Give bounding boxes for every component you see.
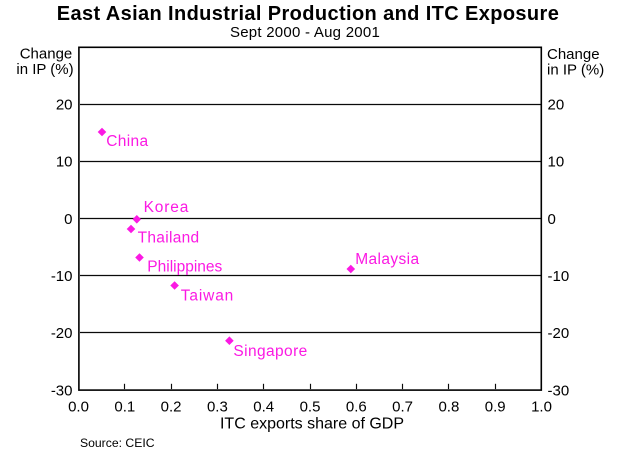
svg-text:0.1: 0.1 xyxy=(114,399,135,416)
svg-text:in IP (%): in IP (%) xyxy=(547,62,604,79)
svg-text:Source: CEIC: Source: CEIC xyxy=(80,436,155,450)
svg-text:0: 0 xyxy=(64,211,72,228)
svg-text:0.7: 0.7 xyxy=(392,399,413,416)
svg-text:Singapore: Singapore xyxy=(233,343,307,360)
svg-text:Korea: Korea xyxy=(144,199,190,216)
svg-text:-30: -30 xyxy=(51,382,73,399)
svg-text:Taiwan: Taiwan xyxy=(181,288,234,305)
svg-text:20: 20 xyxy=(548,97,565,114)
svg-text:0.8: 0.8 xyxy=(438,399,459,416)
svg-text:-10: -10 xyxy=(51,268,73,285)
svg-text:ITC exports share of GDP: ITC exports share of GDP xyxy=(220,416,404,433)
svg-text:1.0: 1.0 xyxy=(531,399,552,416)
svg-text:0.4: 0.4 xyxy=(253,399,274,416)
svg-text:0.2: 0.2 xyxy=(161,399,182,416)
svg-text:0.3: 0.3 xyxy=(207,399,228,416)
svg-text:0.9: 0.9 xyxy=(485,399,506,416)
svg-text:China: China xyxy=(106,133,148,150)
svg-text:-20: -20 xyxy=(51,325,73,342)
svg-text:Malaysia: Malaysia xyxy=(355,251,419,268)
svg-text:Thailand: Thailand xyxy=(138,229,200,246)
svg-text:East Asian Industrial Producti: East Asian Industrial Production and ITC… xyxy=(57,3,559,25)
svg-text:0.5: 0.5 xyxy=(300,399,321,416)
svg-text:in IP (%): in IP (%) xyxy=(16,61,73,78)
svg-text:Change: Change xyxy=(547,46,600,63)
svg-text:-10: -10 xyxy=(548,268,570,285)
svg-text:0.0: 0.0 xyxy=(68,399,89,416)
svg-text:Sept 2000 - Aug 2001: Sept 2000 - Aug 2001 xyxy=(230,24,380,41)
svg-text:20: 20 xyxy=(56,97,73,114)
svg-text:-30: -30 xyxy=(548,382,570,399)
svg-text:Philippines: Philippines xyxy=(147,259,222,276)
svg-text:Change: Change xyxy=(20,46,73,63)
svg-text:10: 10 xyxy=(56,154,73,171)
svg-text:10: 10 xyxy=(548,154,565,171)
svg-text:0: 0 xyxy=(548,211,556,228)
svg-text:0.6: 0.6 xyxy=(346,399,367,416)
svg-text:-20: -20 xyxy=(548,325,570,342)
